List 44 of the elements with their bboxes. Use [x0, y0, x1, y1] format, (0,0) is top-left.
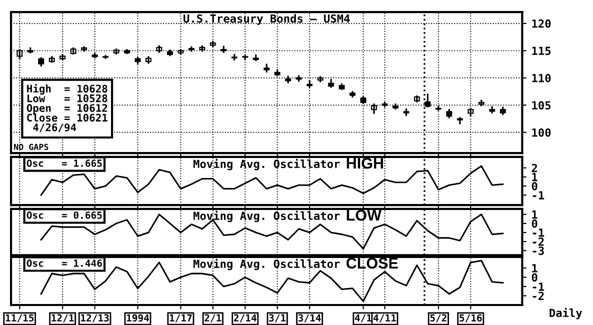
- x-tick-label: 4/11: [374, 314, 396, 322]
- annotation: NO GAPS: [14, 144, 48, 150]
- x-tick-label: 5/16: [460, 314, 482, 322]
- chart-title: Moving Avg. Oscillator: [194, 210, 340, 222]
- chart-title: Moving Avg. Oscillator: [194, 258, 340, 270]
- x-tick-label: 1/17: [170, 314, 192, 322]
- x-tick-label: 3/1: [269, 314, 286, 322]
- y-tick-label: 105: [532, 101, 551, 110]
- y-tick-label: 1: [532, 210, 538, 219]
- y-tick-label: 115: [532, 46, 551, 56]
- x-tick-label: 12/13: [81, 314, 109, 322]
- chart-title: U.S.Treasury Bonds — USM4: [184, 14, 350, 25]
- y-tick-label: 0: [532, 219, 538, 228]
- x-tick-label: 11/15: [6, 314, 34, 322]
- x-tick-label: 3/14: [298, 314, 321, 322]
- x-tick-label: 5/2: [430, 314, 446, 322]
- chart-subtitle: LOW: [346, 210, 382, 221]
- annotation: Osc = 1.446: [26, 259, 102, 267]
- x-tick-label: 4/1: [354, 314, 372, 322]
- annotation: Osc = 0.665: [26, 211, 102, 219]
- annotation: High = 10628 Low = 10528 Open = 10612 Close = 10621 4/26/94: [26, 84, 108, 132]
- x-tick-label: 2/14: [234, 314, 256, 322]
- y-tick-label: 2: [532, 164, 537, 172]
- y-tick-label: -1: [532, 191, 544, 200]
- y-tick-label: 120: [532, 19, 551, 28]
- chart-subtitle: CLOSE: [346, 258, 398, 269]
- y-tick-label: 110: [532, 74, 551, 82]
- y-tick-label: 0: [532, 182, 538, 190]
- y-tick-label: 0: [532, 273, 538, 282]
- y-tick-label: -2: [532, 292, 544, 300]
- x-axis-title: Daily: [550, 308, 582, 320]
- y-tick-label: -3: [532, 246, 544, 255]
- y-tick-label: -1: [532, 282, 544, 291]
- y-tick-label: -1: [532, 228, 544, 237]
- y-tick-label: 1: [532, 173, 538, 182]
- annotation: Osc = 1.665: [26, 160, 102, 167]
- x-tick-label: 1994: [126, 314, 150, 322]
- y-tick-label: 100: [532, 128, 551, 137]
- chart-title: Moving Avg. Oscillator: [194, 158, 340, 170]
- x-tick-label: 2/1: [204, 314, 222, 322]
- y-tick-label: 1: [532, 264, 538, 272]
- x-tick-label: 12/1: [52, 314, 74, 322]
- y-tick-label: -2: [532, 238, 544, 246]
- chart-subtitle: HIGH: [346, 158, 384, 169]
